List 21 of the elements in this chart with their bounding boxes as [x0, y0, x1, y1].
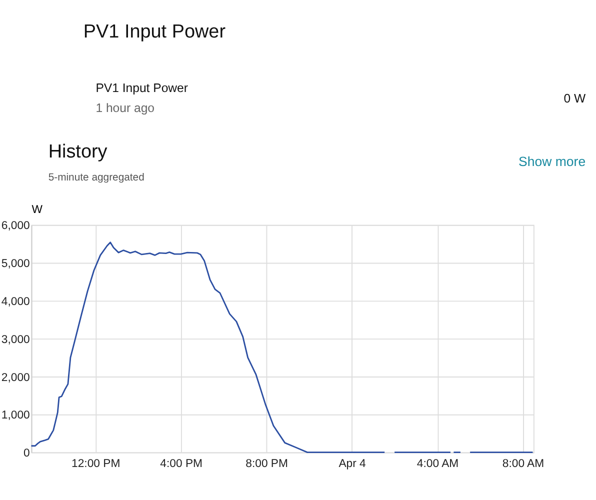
y-tick-label: 6,000 — [1, 220, 30, 232]
y-tick-label: 5,000 — [1, 258, 30, 270]
x-tick-label: 4:00 PM — [160, 458, 202, 470]
text: Show more — [518, 154, 586, 170]
y-axis-title: W — [32, 204, 43, 216]
text: 1 hour ago — [96, 101, 155, 116]
x-tick-label: 8:00 AM — [502, 458, 544, 470]
text: 5-minute aggregated — [48, 172, 145, 184]
y-tick-label: 0 — [24, 448, 30, 460]
y-tick-label: 3,000 — [1, 334, 30, 346]
text: 0 W — [564, 92, 586, 106]
x-tick-label: 8:00 PM — [246, 458, 288, 470]
y-tick-label: 1,000 — [1, 410, 30, 422]
x-tick-label: 12:00 PM — [72, 458, 120, 470]
x-tick-label: Apr 4 — [338, 458, 366, 470]
chart-subtitle: History — [48, 142, 108, 163]
y-tick-label: 4,000 — [1, 296, 30, 308]
chart-title: PV1 Input Power — [96, 81, 188, 96]
y-tick-label: 2,000 — [1, 372, 30, 384]
text: PV1 Input Power — [83, 21, 226, 42]
x-tick-label: 4:00 AM — [416, 458, 459, 470]
